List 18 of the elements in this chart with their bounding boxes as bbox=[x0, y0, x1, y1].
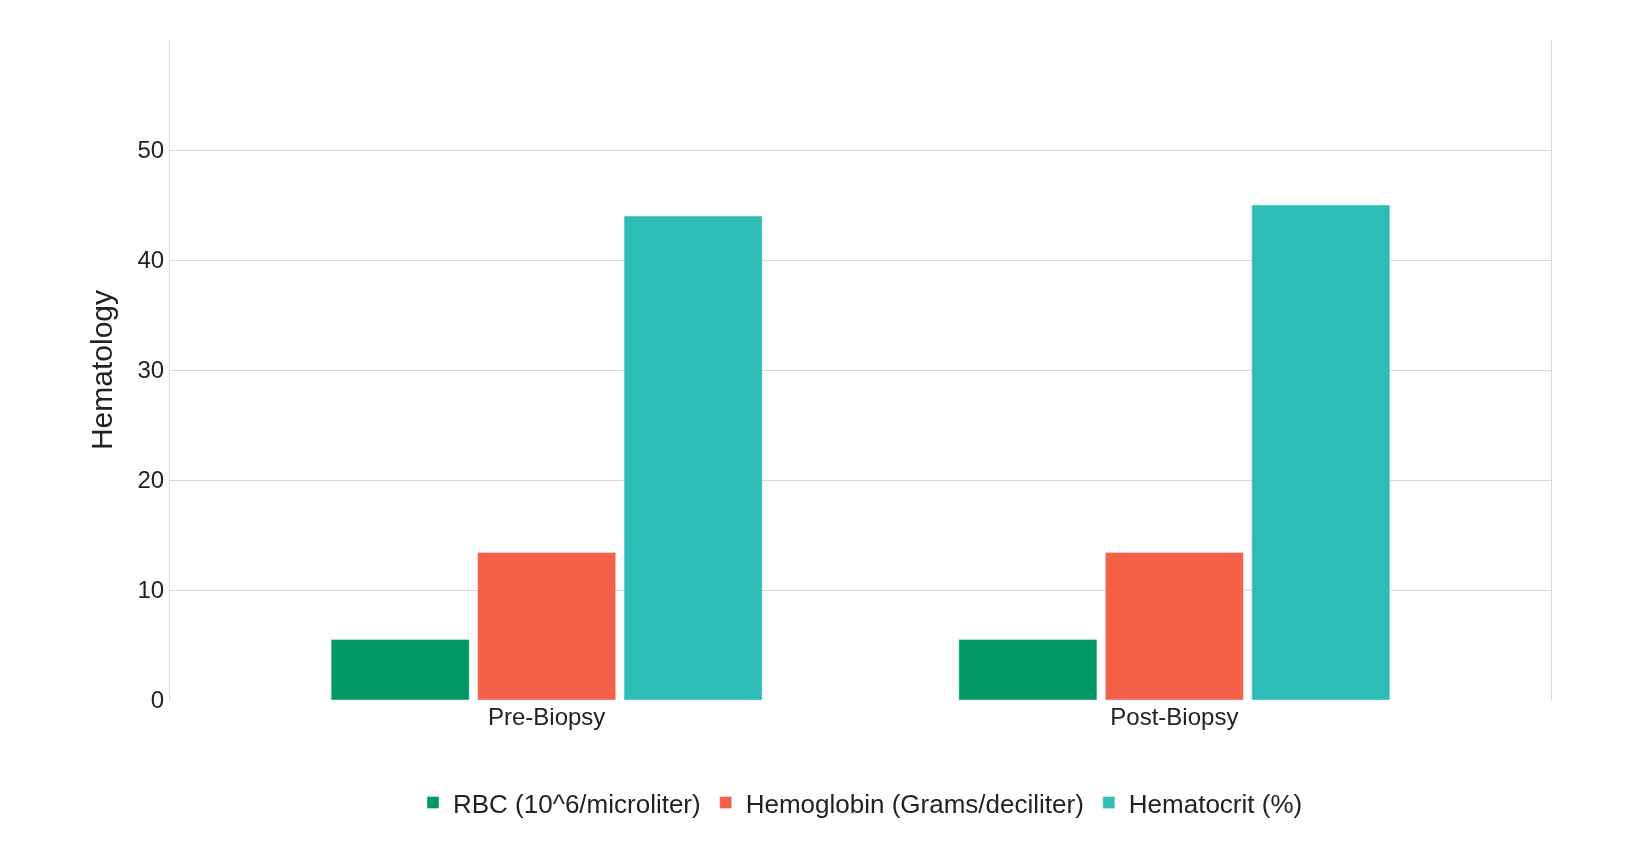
x-tick-label: Pre-Biopsy bbox=[487, 703, 606, 730]
x-tick-label: Post-Biopsy bbox=[1110, 703, 1239, 730]
y-tick-label: 40 bbox=[137, 246, 165, 274]
bar bbox=[1105, 552, 1244, 700]
bar bbox=[330, 639, 470, 700]
bar bbox=[477, 552, 616, 700]
y-tick-label: 30 bbox=[137, 356, 165, 384]
bar bbox=[958, 639, 1098, 700]
y-tick-label: 20 bbox=[137, 466, 165, 494]
y-tick-label: 50 bbox=[137, 136, 165, 164]
y-tick-label: 10 bbox=[137, 576, 165, 604]
bar bbox=[623, 215, 763, 700]
legend-label: RBC (10^6/microliter) bbox=[453, 788, 701, 819]
bar bbox=[1251, 204, 1391, 700]
legend-label: Hematocrit (%) bbox=[1128, 788, 1303, 819]
y-tick-label: 0 bbox=[150, 686, 165, 714]
y-axis-title: Hematology bbox=[85, 289, 119, 451]
legend-label: Hemoglobin (Grams/deciliter) bbox=[745, 788, 1084, 819]
